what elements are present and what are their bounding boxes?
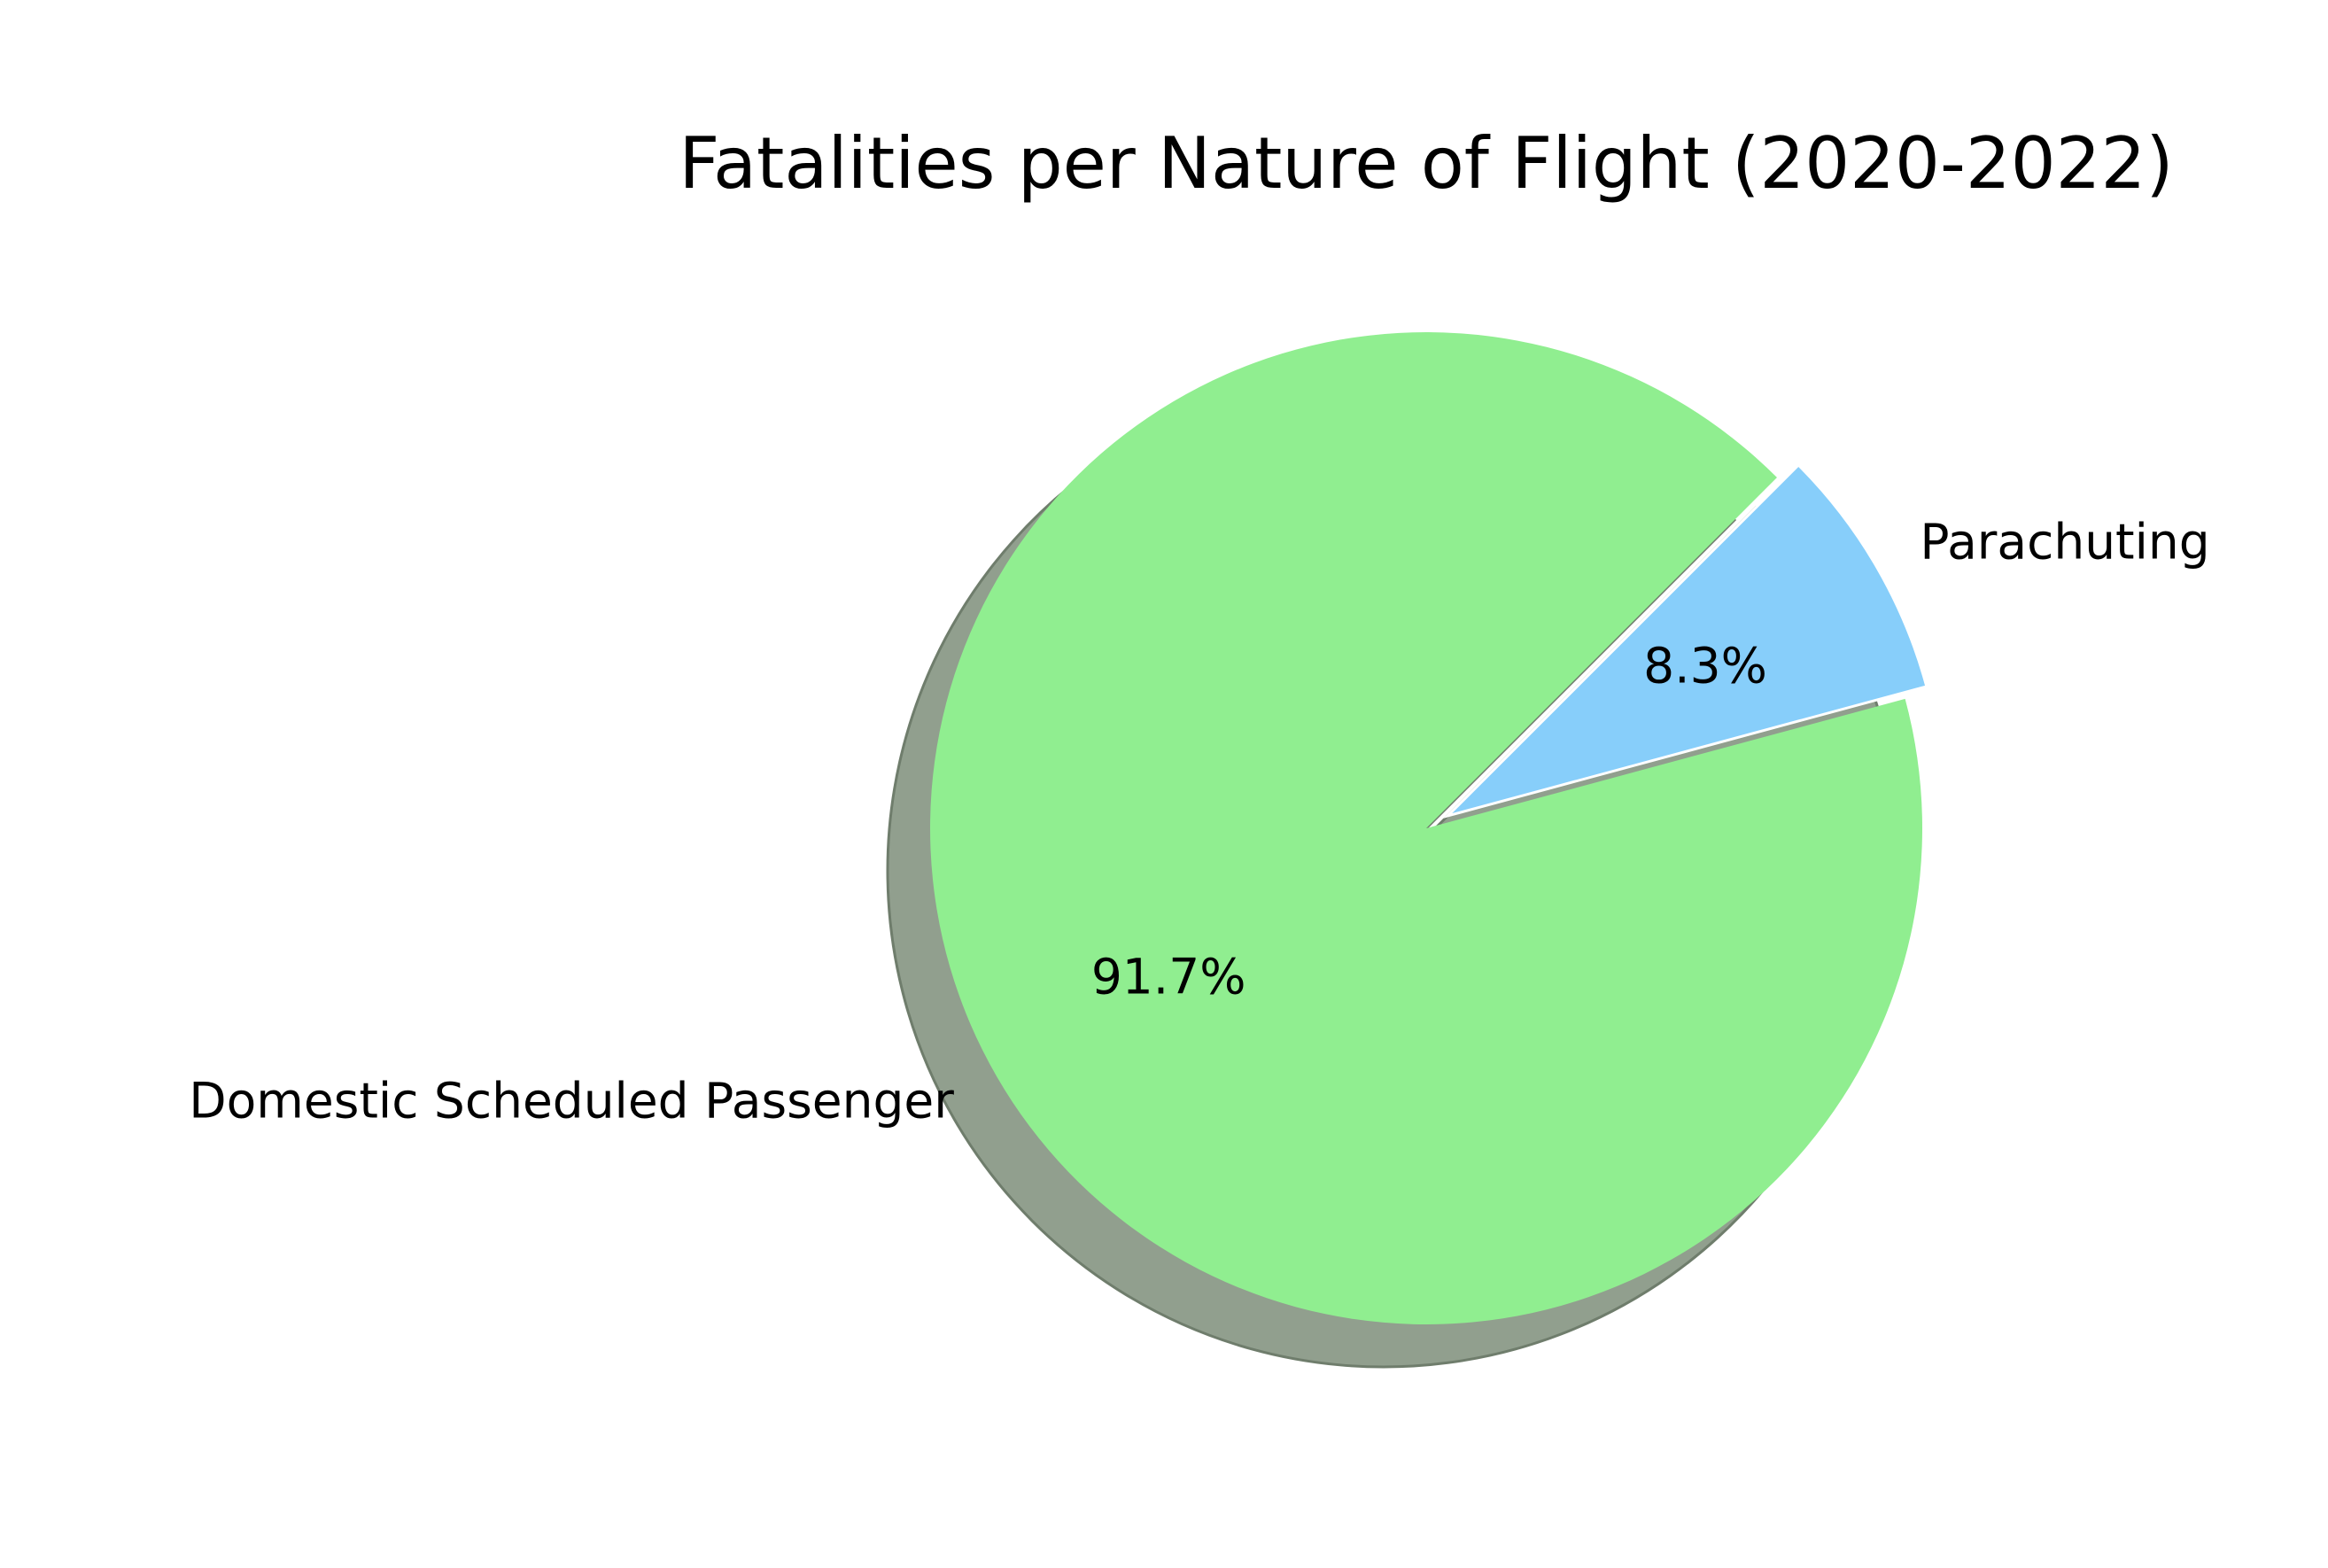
pie-slice-parachuting bbox=[1443, 462, 1928, 819]
slice-label-domestic-scheduled-passenger: Domestic Scheduled Passenger bbox=[189, 1073, 954, 1129]
pie-slice-domestic-scheduled-passenger bbox=[930, 332, 1923, 1325]
slice-label-parachuting: Parachuting bbox=[1920, 513, 2209, 570]
pie-labels: Domestic Scheduled Passenger 91.7% Parachu… bbox=[189, 513, 2209, 1129]
pie-slices bbox=[930, 332, 1928, 1325]
chart-title: Fatalities per Nature of Flight (2020-20… bbox=[679, 122, 2173, 205]
slice-percent-parachuting: 8.3% bbox=[1643, 638, 1767, 695]
slice-percent-domestic-scheduled-passenger: 91.7% bbox=[1091, 948, 1246, 1005]
